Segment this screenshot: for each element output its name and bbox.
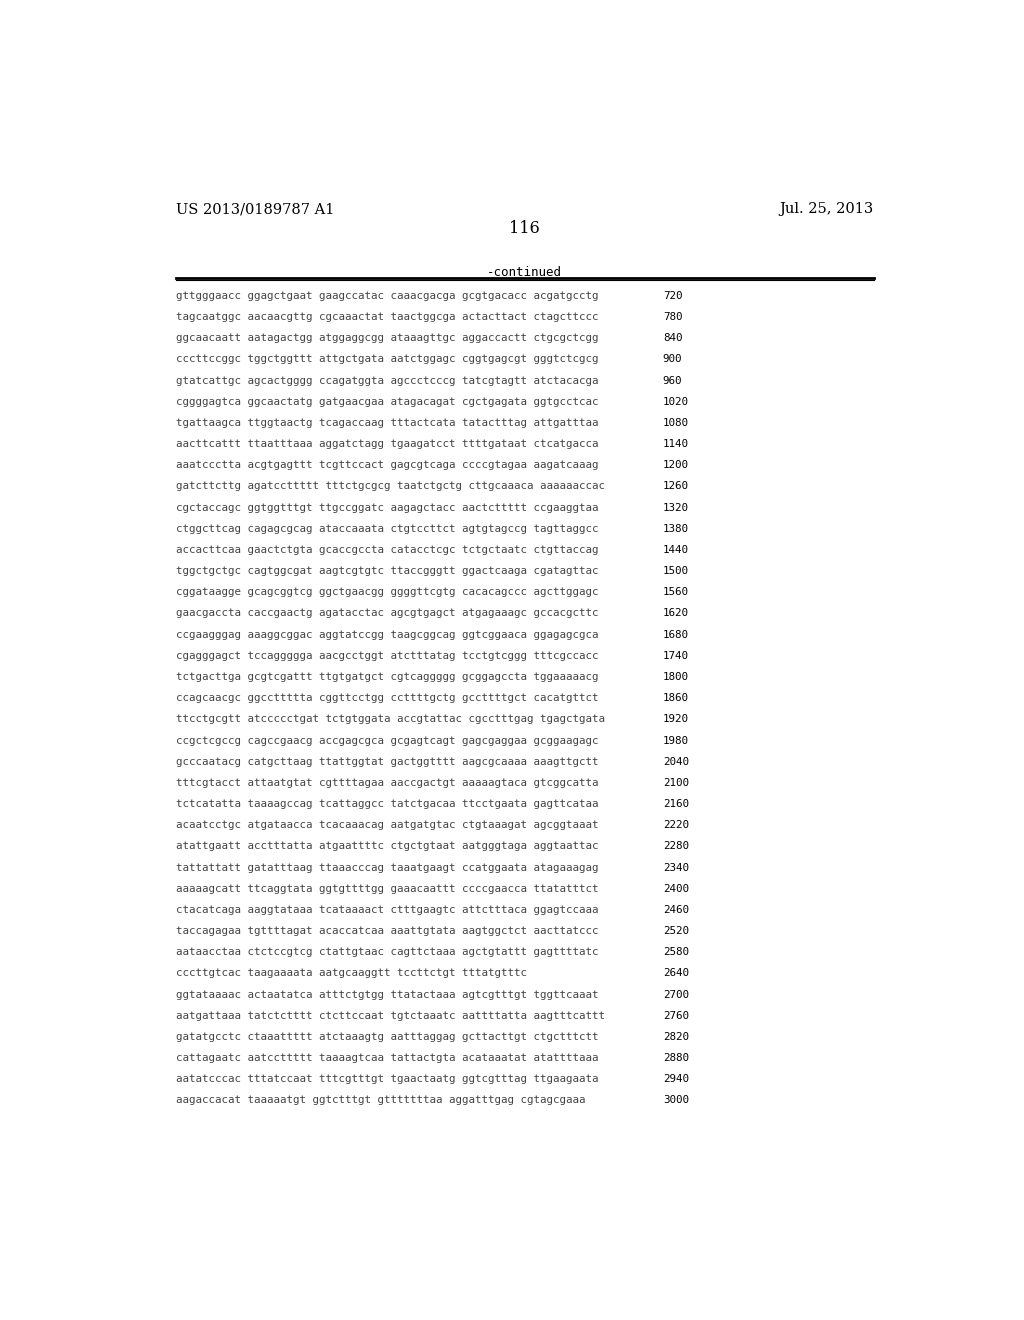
Text: aaaaagcatt ttcaggtata ggtgttttgg gaaacaattt ccccgaacca ttatatttct: aaaaagcatt ttcaggtata ggtgttttgg gaaacaa…	[176, 884, 599, 894]
Text: 1560: 1560	[663, 587, 689, 597]
Text: cattagaatc aatccttttt taaaagtcaa tattactgta acataaatat atattttaaa: cattagaatc aatccttttt taaaagtcaa tattact…	[176, 1053, 599, 1063]
Text: 1740: 1740	[663, 651, 689, 661]
Text: 1980: 1980	[663, 735, 689, 746]
Text: 1680: 1680	[663, 630, 689, 640]
Text: 2160: 2160	[663, 799, 689, 809]
Text: 1200: 1200	[663, 461, 689, 470]
Text: gttgggaacc ggagctgaat gaagccatac caaacgacga gcgtgacacc acgatgcctg: gttgggaacc ggagctgaat gaagccatac caaacga…	[176, 290, 599, 301]
Text: ctggcttcag cagagcgcag ataccaaata ctgtccttct agtgtagccg tagttaggcc: ctggcttcag cagagcgcag ataccaaata ctgtcct…	[176, 524, 599, 533]
Text: 2460: 2460	[663, 906, 689, 915]
Text: 1380: 1380	[663, 524, 689, 533]
Text: 720: 720	[663, 290, 682, 301]
Text: 1620: 1620	[663, 609, 689, 619]
Text: accacttcaa gaactctgta gcaccgccta catacctcgc tctgctaatc ctgttaccag: accacttcaa gaactctgta gcaccgccta catacct…	[176, 545, 599, 554]
Text: 2340: 2340	[663, 862, 689, 873]
Text: 1260: 1260	[663, 482, 689, 491]
Text: cccttccggc tggctggttt attgctgata aatctggagc cggtgagcgt gggtctcgcg: cccttccggc tggctggttt attgctgata aatctgg…	[176, 354, 599, 364]
Text: 1080: 1080	[663, 418, 689, 428]
Text: tctcatatta taaaagccag tcattaggcc tatctgacaa ttcctgaata gagttcataa: tctcatatta taaaagccag tcattaggcc tatctga…	[176, 799, 599, 809]
Text: 2100: 2100	[663, 777, 689, 788]
Text: cgagggagct tccaggggga aacgcctggt atctttatag tcctgtcggg tttcgccacc: cgagggagct tccaggggga aacgcctggt atcttta…	[176, 651, 599, 661]
Text: gaacgaccta caccgaactg agatacctac agcgtgagct atgagaaagc gccacgcttc: gaacgaccta caccgaactg agatacctac agcgtga…	[176, 609, 599, 619]
Text: gcccaatacg catgcttaag ttattggtat gactggtttt aagcgcaaaa aaagttgctt: gcccaatacg catgcttaag ttattggtat gactggt…	[176, 756, 599, 767]
Text: 2280: 2280	[663, 841, 689, 851]
Text: 840: 840	[663, 333, 682, 343]
Text: aacttcattt ttaatttaaa aggatctagg tgaagatcct ttttgataat ctcatgacca: aacttcattt ttaatttaaa aggatctagg tgaagat…	[176, 440, 599, 449]
Text: US 2013/0189787 A1: US 2013/0189787 A1	[176, 202, 335, 216]
Text: 116: 116	[509, 220, 541, 238]
Text: 2700: 2700	[663, 990, 689, 999]
Text: 2760: 2760	[663, 1011, 689, 1020]
Text: aataacctaa ctctccgtcg ctattgtaac cagttctaaa agctgtattt gagttttatc: aataacctaa ctctccgtcg ctattgtaac cagttct…	[176, 948, 599, 957]
Text: 2040: 2040	[663, 756, 689, 767]
Text: ctacatcaga aaggtataaа tcataaaact ctttgaagtc attctttaca ggagtccaaa: ctacatcaga aaggtataaа tcataaaact ctttgaa…	[176, 906, 599, 915]
Text: ttcctgcgtt atccccctgat tctgtggata accgtattac cgcctttgag tgagctgata: ttcctgcgtt atccccctgat tctgtggata accgta…	[176, 714, 605, 725]
Text: 2820: 2820	[663, 1032, 689, 1041]
Text: Jul. 25, 2013: Jul. 25, 2013	[779, 202, 873, 216]
Text: tctgacttga gcgtcgattt ttgtgatgct cgtcaggggg gcggagccta tggaaaaacg: tctgacttga gcgtcgattt ttgtgatgct cgtcagg…	[176, 672, 599, 682]
Text: ccgctcgccg cagccgaacg accgagcgca gcgagtcagt gagcgaggaa gcggaagagc: ccgctcgccg cagccgaacg accgagcgca gcgagtc…	[176, 735, 599, 746]
Text: 1320: 1320	[663, 503, 689, 512]
Text: cgctaccagc ggtggtttgt ttgccggatc aagagctacc aactcttttt ccgaaggtaa: cgctaccagc ggtggtttgt ttgccggatc aagagct…	[176, 503, 599, 512]
Text: cggggagtca ggcaactatg gatgaacgaa atagacagat cgctgagata ggtgcctcac: cggggagtca ggcaactatg gatgaacgaa atagaca…	[176, 397, 599, 407]
Text: ccagcaacgc ggccttttta cggttcctgg ccttttgctg gccttttgct cacatgttct: ccagcaacgc ggccttttta cggttcctgg ccttttg…	[176, 693, 599, 704]
Text: tagcaatggc aacaacgttg cgcaaactat taactggcga actacttact ctagcttccc: tagcaatggc aacaacgttg cgcaaactat taactgg…	[176, 312, 599, 322]
Text: ccgaagggag aaaggcggac aggtatccgg taagcggcag ggtcggaaca ggagagcgca: ccgaagggag aaaggcggac aggtatccgg taagcgg…	[176, 630, 599, 640]
Text: aagaccacat taaaaatgt ggtctttgt gtttttttaa aggatttgag cgtagcgaaa: aagaccacat taaaaatgt ggtctttgt gttttttta…	[176, 1096, 586, 1105]
Text: aatatcccac tttatccaat tttcgtttgt tgaactaatg ggtcgtttag ttgaagaata: aatatcccac tttatccaat tttcgtttgt tgaacta…	[176, 1074, 599, 1084]
Text: 1860: 1860	[663, 693, 689, 704]
Text: 2220: 2220	[663, 820, 689, 830]
Text: aaatccctta acgtgagttt tcgttccact gagcgtcaga ccccgtagaa aagatcaaag: aaatccctta acgtgagttt tcgttccact gagcgtc…	[176, 461, 599, 470]
Text: aatgattaaa tatctctttt ctcttccaat tgtctaaatc aattttatta aagtttcattt: aatgattaaa tatctctttt ctcttccaat tgtctaa…	[176, 1011, 605, 1020]
Text: 1500: 1500	[663, 566, 689, 576]
Text: 1140: 1140	[663, 440, 689, 449]
Text: 2520: 2520	[663, 927, 689, 936]
Text: 1440: 1440	[663, 545, 689, 554]
Text: 1920: 1920	[663, 714, 689, 725]
Text: gatatgcctc ctaaattttt atctaaagtg aatttaggag gcttacttgt ctgctttctt: gatatgcctc ctaaattttt atctaaagtg aatttag…	[176, 1032, 599, 1041]
Text: -continued: -continued	[487, 267, 562, 280]
Text: ggtataaaac actaatatca atttctgtgg ttatactaaa agtcgtttgt tggttcaaat: ggtataaaac actaatatca atttctgtgg ttatact…	[176, 990, 599, 999]
Text: 1020: 1020	[663, 397, 689, 407]
Text: acaatcctgc atgataacca tcacaaacag aatgatgtac ctgtaaagat agcggtaaat: acaatcctgc atgataacca tcacaaacag aatgatg…	[176, 820, 599, 830]
Text: 2940: 2940	[663, 1074, 689, 1084]
Text: 2400: 2400	[663, 884, 689, 894]
Text: 960: 960	[663, 376, 682, 385]
Text: atattgaatt acctttatta atgaattttc ctgctgtaat aatgggtaga aggtaattac: atattgaatt acctttatta atgaattttc ctgctgt…	[176, 841, 599, 851]
Text: 2880: 2880	[663, 1053, 689, 1063]
Text: gatcttcttg agatccttttt tttctgcgcg taatctgctg cttgcaaaca aaaaaaccac: gatcttcttg agatccttttt tttctgcgcg taatct…	[176, 482, 605, 491]
Text: 780: 780	[663, 312, 682, 322]
Text: tggctgctgc cagtggcgat aagtcgtgtc ttaccgggtt ggactcaaga cgatagttac: tggctgctgc cagtggcgat aagtcgtgtc ttaccgg…	[176, 566, 599, 576]
Text: cggataagge gcagcggtcg ggctgaacgg ggggttcgtg cacacagccc agcttggagc: cggataagge gcagcggtcg ggctgaacgg ggggttc…	[176, 587, 599, 597]
Text: taccagagaa tgttttagat acaccatcaa aaattgtata aagtggctct aacttatccc: taccagagaa tgttttagat acaccatcaa aaattgt…	[176, 927, 599, 936]
Text: 1800: 1800	[663, 672, 689, 682]
Text: 900: 900	[663, 354, 682, 364]
Text: tattattatt gatatttaag ttaaacccag taaatgaagt ccatggaata atagaaagag: tattattatt gatatttaag ttaaacccag taaatga…	[176, 862, 599, 873]
Text: cccttgtcac taagaaaata aatgcaaggtt tccttctgt tttatgtttc: cccttgtcac taagaaaata aatgcaaggtt tccttc…	[176, 969, 527, 978]
Text: 2640: 2640	[663, 969, 689, 978]
Text: 2580: 2580	[663, 948, 689, 957]
Text: 3000: 3000	[663, 1096, 689, 1105]
Text: tttcgtacct attaatgtat cgttttagaa aaccgactgt aaaaagtaca gtcggcatta: tttcgtacct attaatgtat cgttttagaa aaccgac…	[176, 777, 599, 788]
Text: ggcaacaatt aatagactgg atggaggcgg ataaagttgc aggaccactt ctgcgctcgg: ggcaacaatt aatagactgg atggaggcgg ataaagt…	[176, 333, 599, 343]
Text: gtatcattgc agcactgggg ccagatggta agccctcccg tatcgtagtt atctacacga: gtatcattgc agcactgggg ccagatggta agccctc…	[176, 376, 599, 385]
Text: tgattaagca ttggtaactg tcagaccaag tttactcata tatactttag attgatttaa: tgattaagca ttggtaactg tcagaccaag tttactc…	[176, 418, 599, 428]
